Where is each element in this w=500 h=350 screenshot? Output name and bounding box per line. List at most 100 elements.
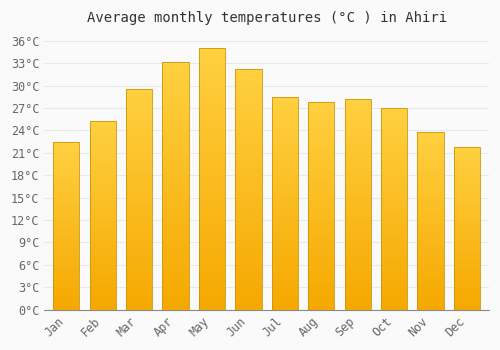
Bar [199, 218, 225, 221]
Bar [53, 205, 80, 207]
Bar [53, 301, 80, 303]
Bar [90, 214, 116, 216]
Bar [418, 303, 444, 304]
Bar [53, 308, 80, 310]
Bar [381, 223, 407, 225]
Bar [344, 206, 371, 209]
Bar [454, 153, 480, 155]
Bar [308, 283, 334, 285]
Bar [454, 207, 480, 209]
Bar [272, 241, 298, 244]
Bar [126, 303, 152, 305]
Bar [454, 204, 480, 205]
Bar [53, 268, 80, 270]
Bar [236, 182, 262, 184]
Bar [454, 235, 480, 236]
Bar [162, 99, 188, 101]
Bar [454, 175, 480, 176]
Bar [454, 261, 480, 262]
Bar [236, 261, 262, 264]
Bar [418, 258, 444, 260]
Bar [90, 219, 116, 221]
Bar [90, 157, 116, 159]
Bar [90, 229, 116, 231]
Bar [162, 178, 188, 181]
Bar [126, 186, 152, 188]
Bar [272, 306, 298, 308]
Bar [236, 223, 262, 225]
Bar [53, 270, 80, 271]
Bar [454, 271, 480, 272]
Bar [126, 276, 152, 279]
Bar [344, 225, 371, 228]
Bar [199, 132, 225, 134]
Bar [199, 244, 225, 247]
Bar [90, 272, 116, 274]
Bar [454, 308, 480, 310]
Bar [53, 239, 80, 241]
Bar [236, 86, 262, 88]
Bar [381, 255, 407, 257]
Bar [272, 133, 298, 135]
Bar [381, 273, 407, 275]
Bar [418, 239, 444, 240]
Bar [344, 289, 371, 291]
Bar [418, 152, 444, 153]
Bar [236, 146, 262, 148]
Bar [272, 118, 298, 120]
Bar [236, 295, 262, 298]
Bar [308, 164, 334, 166]
Bar [90, 216, 116, 217]
Bar [381, 187, 407, 189]
Bar [53, 207, 80, 209]
Bar [236, 76, 262, 79]
Bar [236, 103, 262, 105]
Bar [199, 88, 225, 90]
Bar [418, 278, 444, 280]
Bar [381, 286, 407, 288]
Bar [344, 253, 371, 255]
Bar [199, 255, 225, 257]
Bar [162, 146, 188, 148]
Bar [90, 165, 116, 167]
Bar [381, 159, 407, 160]
Bar [53, 209, 80, 210]
Bar [381, 278, 407, 279]
Bar [272, 107, 298, 110]
Bar [381, 118, 407, 120]
Bar [381, 205, 407, 207]
Bar [199, 205, 225, 208]
Bar [53, 259, 80, 261]
Bar [454, 236, 480, 238]
Bar [126, 188, 152, 191]
Bar [272, 199, 298, 201]
Bar [308, 112, 334, 114]
Bar [381, 215, 407, 217]
Bar [308, 179, 334, 181]
Bar [126, 228, 152, 230]
Bar [272, 248, 298, 250]
Bar [199, 116, 225, 119]
Bar [53, 165, 80, 167]
Bar [199, 100, 225, 103]
Bar [236, 300, 262, 302]
Bar [90, 255, 116, 257]
Bar [308, 173, 334, 175]
Bar [199, 304, 225, 307]
Bar [454, 197, 480, 199]
Bar [272, 152, 298, 154]
Bar [381, 298, 407, 300]
Bar [236, 100, 262, 103]
Bar [344, 166, 371, 169]
Bar [162, 196, 188, 198]
Bar [344, 99, 371, 310]
Bar [308, 281, 334, 283]
Bar [126, 129, 152, 131]
Bar [308, 264, 334, 266]
Bar [236, 298, 262, 300]
Bar [199, 90, 225, 93]
Bar [236, 192, 262, 194]
Bar [308, 291, 334, 293]
Bar [199, 69, 225, 72]
Bar [162, 84, 188, 86]
